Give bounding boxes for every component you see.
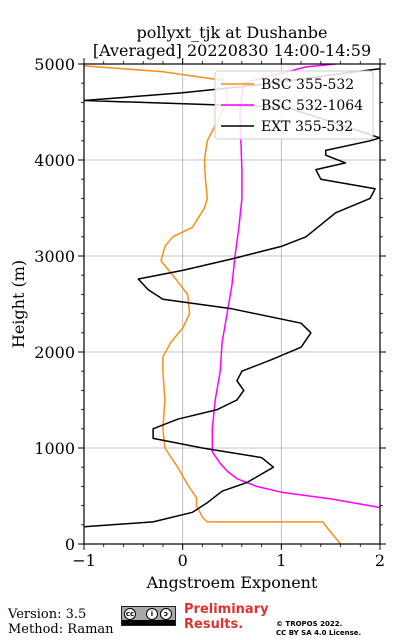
method-text: Method: Raman xyxy=(8,622,114,637)
x-tick-label: 1 xyxy=(276,551,286,570)
cc-license-logo: cc i ↄ xyxy=(121,606,176,626)
plot-frame xyxy=(83,63,381,545)
legend-box xyxy=(214,70,374,140)
legend: BSC 355-532 BSC 532-1064 EXT 355-532 xyxy=(214,70,374,140)
cc-band xyxy=(122,620,175,625)
y-tick-label: 3000 xyxy=(34,247,75,266)
version-text: Version: 3.5 xyxy=(8,607,87,622)
chart-subtitle: [Averaged] 20220830 14:00-14:59 xyxy=(92,41,372,60)
sa-icon: ↄ xyxy=(160,608,172,620)
preliminary-line1: Preliminary xyxy=(184,602,269,617)
y-tick-label: 1000 xyxy=(34,439,75,458)
series-line-1 xyxy=(84,65,342,544)
cc-icon: cc xyxy=(124,608,136,620)
x-tick-label: 0 xyxy=(178,551,188,570)
series-line-3 xyxy=(84,68,380,528)
chart-title: pollyxt_tjk at Dushanbe xyxy=(136,23,328,42)
legend-label-1: BSC 355-532 xyxy=(261,77,354,93)
y-tick-label: 0 xyxy=(65,535,75,554)
preliminary-notice: Preliminary Results. xyxy=(184,602,269,632)
y-tick-label: 2000 xyxy=(34,343,75,362)
license-text: CC BY SA 4.0 License. xyxy=(276,629,362,637)
preliminary-line2: Results. xyxy=(184,617,244,632)
legend-label-2: BSC 532-1064 xyxy=(261,98,363,114)
by-icon: i xyxy=(146,608,158,620)
x-tick-label: −1 xyxy=(72,551,96,570)
x-tick-label: 2 xyxy=(375,551,385,570)
y-tick-label: 5000 xyxy=(34,55,75,74)
y-axis-label: Height (m) xyxy=(9,260,28,348)
y-tick-label: 4000 xyxy=(34,151,75,170)
copyright-text: © TROPOS 2022. xyxy=(276,620,343,628)
legend-label-3: EXT 355-532 xyxy=(261,119,353,135)
x-axis-label: Angstroem Exponent xyxy=(146,573,318,592)
